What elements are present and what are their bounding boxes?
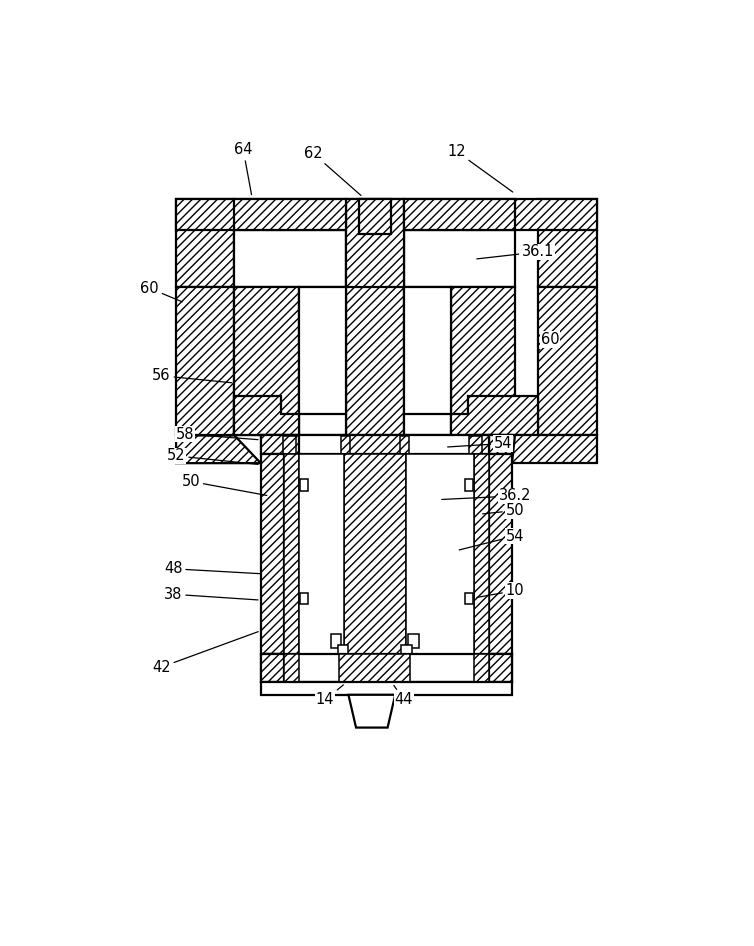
Bar <box>284 654 299 682</box>
Text: 58: 58 <box>176 427 258 442</box>
Text: 64: 64 <box>234 143 253 195</box>
Text: 54: 54 <box>448 436 513 451</box>
Bar <box>344 454 406 654</box>
Bar <box>300 480 308 491</box>
Polygon shape <box>348 694 395 727</box>
Bar <box>284 454 299 654</box>
Bar <box>345 287 404 443</box>
Bar <box>401 645 412 657</box>
Bar <box>408 634 418 648</box>
Bar <box>176 200 234 287</box>
Bar <box>261 435 284 454</box>
Bar <box>261 435 512 454</box>
Bar <box>338 645 348 657</box>
Bar <box>234 200 345 230</box>
Polygon shape <box>451 396 538 435</box>
Bar <box>538 287 596 435</box>
Bar <box>404 287 451 435</box>
Text: 60: 60 <box>140 281 182 302</box>
Text: 50: 50 <box>483 503 524 518</box>
Bar <box>474 654 489 682</box>
Text: 62: 62 <box>304 146 361 196</box>
Bar <box>359 200 391 235</box>
Text: 52: 52 <box>167 448 258 464</box>
Text: 42: 42 <box>152 632 258 674</box>
Text: 10: 10 <box>477 583 524 598</box>
Polygon shape <box>176 435 261 464</box>
Text: 56: 56 <box>152 368 231 383</box>
Bar <box>339 654 410 682</box>
Text: 54: 54 <box>459 529 524 550</box>
Text: 44: 44 <box>394 686 413 708</box>
Bar <box>300 593 308 604</box>
Bar <box>341 435 350 454</box>
Bar <box>344 435 406 454</box>
Bar <box>400 435 409 454</box>
Bar <box>538 200 596 287</box>
Bar <box>345 200 404 294</box>
Bar <box>489 454 512 654</box>
Bar <box>299 454 344 654</box>
Bar <box>474 454 489 654</box>
Text: 12: 12 <box>447 144 513 192</box>
Bar <box>489 435 512 454</box>
Bar <box>489 654 512 682</box>
Bar <box>284 435 299 454</box>
Bar <box>176 200 597 230</box>
Bar <box>464 480 473 491</box>
Text: 38: 38 <box>164 587 258 602</box>
Bar <box>261 654 284 682</box>
Text: 48: 48 <box>164 561 261 576</box>
Bar <box>283 435 296 454</box>
Bar <box>474 435 489 454</box>
Bar <box>470 435 483 454</box>
Polygon shape <box>234 396 299 435</box>
Bar <box>464 593 473 604</box>
Bar <box>261 454 284 654</box>
Bar <box>451 287 515 435</box>
Bar <box>176 287 234 435</box>
Bar <box>261 682 512 694</box>
Text: 14: 14 <box>316 685 343 708</box>
Bar <box>299 287 345 435</box>
Bar <box>261 654 512 682</box>
Bar <box>406 454 474 654</box>
Text: 36.2: 36.2 <box>442 488 532 503</box>
Text: 50: 50 <box>182 474 267 496</box>
Text: 60: 60 <box>538 332 559 352</box>
Bar <box>234 230 345 287</box>
Text: 36.1: 36.1 <box>477 244 554 259</box>
Bar <box>404 200 515 230</box>
Bar <box>331 634 342 648</box>
Bar <box>234 287 299 435</box>
Polygon shape <box>512 435 596 464</box>
Bar <box>404 230 515 287</box>
